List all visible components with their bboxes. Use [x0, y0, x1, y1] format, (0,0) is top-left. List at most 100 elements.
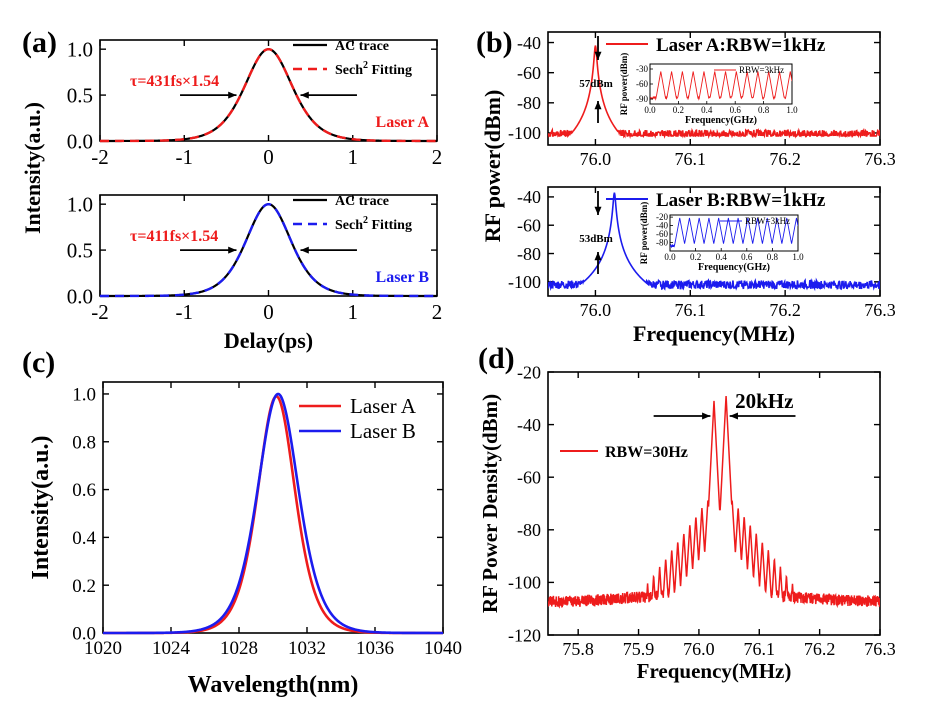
legend-label-1: Laser B	[350, 419, 416, 443]
fwhm-arrow-right	[300, 246, 357, 254]
arrow-head	[729, 412, 738, 420]
y-tick-label: 0.5	[67, 83, 93, 107]
laser-label: Laser A	[376, 114, 430, 131]
y-tick-label: 0.5	[67, 238, 93, 262]
x-tick-label: -2	[91, 145, 109, 169]
inset-x-tick-label: 0.6	[741, 252, 753, 262]
legend-fit-sup: 2	[363, 215, 368, 226]
x-tick-label: 76.2	[769, 149, 801, 169]
y-tick-label: -60	[517, 63, 541, 83]
x-axis-title-d: Frequency(MHz)	[637, 659, 792, 683]
plot-frame	[547, 371, 881, 636]
x-tick-label: 76.2	[804, 639, 836, 659]
x-tick-label: 76.1	[744, 639, 776, 659]
x-axis-title-c: Wavelength(nm)	[188, 672, 359, 698]
rf-power-density-line	[548, 396, 880, 609]
y-tick-label: 0.2	[72, 576, 96, 597]
inset-x-tick-label: 0.0	[644, 105, 656, 115]
y-axis-title-a: Intensity(a.u.)	[20, 102, 45, 234]
inset-legend-label: RBW=3kHz	[739, 65, 784, 75]
legend-label: Laser B:RBW=1kHz	[656, 190, 826, 211]
sech2-fit-line	[100, 47, 437, 143]
y-tick-label: -60	[517, 216, 541, 236]
snr-label: 53dBm	[579, 233, 613, 245]
inset-y-tick-label: -90	[636, 94, 648, 104]
chart-b-top: 76.0 76.1 76.2 76.3 -100 -80 -60 -40 Laser A:RBW…	[508, 31, 896, 169]
rf-spectrum-line	[548, 45, 880, 140]
y-tick-label: -60	[517, 468, 541, 488]
plot-frame	[102, 381, 444, 634]
inset-y-title: RF power(dBm)	[639, 202, 649, 264]
legend-fit-tail: Fitting	[368, 218, 412, 233]
inset-spectrum-line	[650, 71, 792, 101]
legend-fit-sup: 2	[363, 60, 368, 71]
x-tick-label: -1	[176, 300, 194, 324]
inset-y-title: RF power(dBm)	[619, 53, 629, 115]
legend-label-0: Laser A	[350, 394, 417, 418]
arrow-head	[300, 246, 309, 254]
x-tick-label: 75.8	[562, 639, 594, 659]
panel-label-d: (d)	[478, 342, 515, 375]
inset-y-tick-label: -60	[656, 229, 668, 239]
y-tick-label: 0.6	[72, 480, 96, 501]
inset-x-tick-label: 0.4	[716, 252, 728, 262]
inset-x-tick-label: 0.4	[701, 105, 713, 115]
inset-y-tick-label: -40	[656, 221, 668, 231]
legend-label-fit: Sech2 Fitting	[335, 60, 412, 78]
inset-x-tick-label: 0.0	[664, 252, 676, 262]
inset-chart: 0.0 0.2 0.4 0.6 0.8 1.0 -80-60-40-20 Frequency(…	[639, 202, 804, 273]
panel-label-b: (b)	[476, 26, 513, 59]
snr-arrow-down	[594, 36, 602, 60]
rf-spectrum-line	[548, 192, 880, 292]
spacing-arrow-right	[729, 412, 796, 420]
chart-d: 75.8 75.9 76.0 76.1 76.2 76.3 -120 -100 -80 -60 -4…	[508, 362, 896, 659]
x-tick-label: 76.3	[864, 300, 896, 320]
y-axis-title-c: Intensity(a.u.)	[28, 435, 54, 579]
laser-b-spectrum-line	[103, 392, 443, 635]
y-tick-label: 0.0	[72, 624, 96, 645]
x-tick-label: 1	[348, 300, 359, 324]
tau-annotation: τ=411fs×1.54	[130, 228, 218, 245]
y-axis-title-b: RF power(dBm)	[480, 90, 505, 243]
y-tick-label: -40	[517, 415, 541, 435]
legend-fit-base: Sech	[335, 63, 363, 78]
plot-frame	[547, 31, 881, 146]
y-tick-label: -80	[517, 93, 541, 113]
sech2-fit-line	[100, 202, 437, 298]
arrow-head	[300, 91, 309, 99]
x-tick-label: -1	[176, 145, 194, 169]
arrow-head	[594, 51, 602, 60]
inset-x-tick-label: 0.8	[767, 252, 779, 262]
x-tick-label: 2	[432, 145, 443, 169]
legend-label: Laser A:RBW=1kHz	[656, 35, 826, 56]
x-tick-label: -2	[91, 300, 109, 324]
plot-frame	[547, 186, 881, 297]
inset-x-tick-label: 0.6	[730, 105, 742, 115]
chart-c: 1020 1024 1028 1032 1036 1040 0.0 0.2 0.4 0.6 0.8 1…	[72, 381, 462, 659]
x-tick-label: 76.0	[580, 300, 612, 320]
inset-x-tick-label: 0.2	[673, 105, 684, 115]
y-tick-label: -40	[517, 187, 541, 207]
y-tick-label: 0.4	[72, 528, 96, 549]
x-tick-label: 1	[348, 145, 359, 169]
x-tick-label: 76.1	[675, 300, 707, 320]
legend-fit-tail: Fitting	[368, 63, 412, 78]
y-tick-label: -40	[517, 33, 541, 53]
x-tick-label: 76.0	[683, 639, 715, 659]
y-tick-label: -20	[517, 362, 541, 382]
x-tick-label: 1040	[424, 638, 462, 659]
x-tick-label: 1024	[152, 638, 191, 659]
legend-label-ac: AC trace	[335, 194, 389, 209]
arrow-head	[228, 91, 237, 99]
legend-label: RBW=30Hz	[605, 444, 688, 461]
y-tick-label: -120	[508, 625, 541, 645]
y-tick-label: -100	[508, 272, 541, 292]
x-tick-label: 0	[263, 145, 274, 169]
x-tick-label: 76.3	[864, 639, 896, 659]
x-tick-label: 2	[432, 300, 443, 324]
arrow-head	[594, 101, 602, 110]
inset-y-tick-label: -20	[656, 212, 668, 222]
y-tick-label: 1.0	[67, 38, 93, 62]
x-tick-label: 76.1	[675, 149, 707, 169]
